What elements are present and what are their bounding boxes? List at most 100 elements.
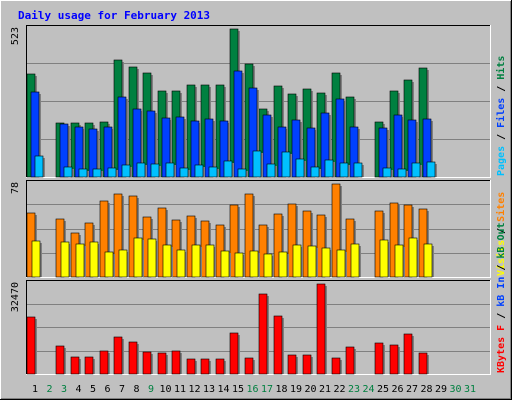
- bar-kbytes-day-9: [142, 351, 152, 375]
- bar-kbytes-day-22: [331, 357, 341, 375]
- bar-visits-day-22: [336, 249, 346, 278]
- legend-part: Sites: [495, 192, 507, 222]
- legend-part: /: [496, 80, 507, 98]
- bar-visits-day-12: [191, 244, 201, 278]
- x-tick-label-day-7: 7: [119, 384, 125, 395]
- y-axis-max-label: 523: [10, 27, 21, 45]
- bar-pages-day-5: [92, 168, 102, 178]
- legend-part: /: [496, 259, 507, 277]
- bar-pages-day-21: [324, 159, 334, 178]
- bar-sites-day-18: [273, 213, 283, 278]
- legend-part: /: [496, 222, 507, 240]
- bar-kbytes-day-13: [200, 358, 210, 375]
- bar-pages-day-18: [281, 151, 291, 178]
- bar-pages-day-12: [194, 164, 204, 178]
- bar-pages-day-9: [150, 163, 160, 178]
- x-tick-label-day-9: 9: [148, 384, 154, 395]
- bar-pages-day-6: [107, 167, 117, 178]
- x-tick-label-day-19: 19: [290, 384, 302, 395]
- bar-kbytes-day-12: [186, 358, 196, 375]
- bar-kbytes-day-1: [26, 316, 36, 375]
- bar-pages-day-23: [353, 162, 363, 178]
- bar-pages-day-20: [310, 166, 320, 178]
- bar-visits-day-20: [307, 245, 317, 278]
- bar-pages-day-4: [78, 168, 88, 178]
- bar-files-day-26: [393, 114, 403, 178]
- x-tick-label-day-1: 1: [32, 384, 38, 395]
- bar-sites-day-26: [389, 202, 399, 278]
- x-tick-label-day-12: 12: [188, 384, 200, 395]
- x-tick-label-day-31: 31: [464, 384, 476, 395]
- legend-part: KBytes F: [496, 325, 507, 373]
- bar-visits-day-28: [423, 243, 433, 278]
- bar-visits-day-9: [147, 238, 157, 278]
- y-axis-max-label: 32470: [10, 282, 21, 312]
- legend-part: Visits: [495, 240, 507, 276]
- x-tick-label-day-18: 18: [275, 384, 287, 395]
- chart-title: Daily usage for February 2013: [18, 9, 210, 22]
- bar-pages-day-15: [237, 168, 247, 178]
- bar-pages-day-14: [223, 160, 233, 178]
- panel-side-legend: Pages / Files / Hits: [495, 56, 507, 176]
- bar-visits-day-8: [133, 237, 143, 278]
- bar-visits-day-17: [263, 253, 273, 278]
- x-tick-label-day-10: 10: [159, 384, 171, 395]
- bar-kbytes-day-3: [55, 345, 65, 375]
- bar-visits-day-18: [278, 251, 288, 278]
- bar-kbytes-day-25: [374, 342, 384, 375]
- bar-pages-day-22: [339, 162, 349, 178]
- bar-pages-day-3: [63, 166, 73, 178]
- panel-kbytes: 32470 KBytes F / kB In / kB Out: [10, 222, 507, 375]
- bar-sites-day-17: [258, 224, 268, 278]
- x-tick-label-day-17: 17: [261, 384, 273, 395]
- x-tick-label-day-25: 25: [377, 384, 389, 395]
- bar-pages-day-8: [136, 162, 146, 178]
- x-tick-label-day-5: 5: [90, 384, 96, 395]
- bar-kbytes-day-11: [171, 350, 181, 375]
- x-tick-label-day-13: 13: [203, 384, 215, 395]
- x-tick-label-day-16: 16: [246, 384, 258, 395]
- bar-kbytes-day-16: [244, 357, 254, 375]
- bar-kbytes-day-23: [345, 346, 355, 375]
- bar-sites-day-19: [287, 203, 297, 278]
- bar-visits-day-26: [394, 244, 404, 278]
- bar-sites-day-7: [113, 193, 123, 278]
- bar-pages-day-13: [208, 166, 218, 178]
- x-tick-label-day-29: 29: [435, 384, 447, 395]
- x-tick-label-day-30: 30: [449, 384, 461, 395]
- legend-part: /: [496, 128, 507, 146]
- series-pages: [34, 150, 437, 178]
- bar-visits-day-14: [220, 250, 230, 278]
- y-axis-max-label: 78: [10, 182, 21, 194]
- bar-pages-day-10: [165, 162, 175, 178]
- legend-part: Pages: [496, 146, 507, 176]
- x-tick-label-day-3: 3: [61, 384, 67, 395]
- bar-kbytes-day-7: [113, 336, 123, 375]
- x-tick-label-day-20: 20: [304, 384, 316, 395]
- bar-sites-day-15: [229, 204, 239, 278]
- series-kbytes: [26, 283, 429, 375]
- bar-visits-day-19: [292, 244, 302, 278]
- bar-sites-day-8: [128, 195, 138, 278]
- x-tick-label-day-24: 24: [362, 384, 374, 395]
- bar-kbytes-day-6: [99, 350, 109, 375]
- bar-visits-day-16: [249, 250, 259, 278]
- bar-files-day-15: [233, 70, 243, 178]
- bar-visits-day-5: [89, 241, 99, 278]
- legend-part: Files: [495, 98, 507, 128]
- bar-pages-day-11: [179, 167, 189, 178]
- bar-visits-day-21: [321, 247, 331, 278]
- panel-sites: 78 Visits / Sites: [10, 180, 507, 278]
- x-tick-label-day-22: 22: [333, 384, 345, 395]
- bar-kbytes-day-14: [215, 358, 225, 375]
- legend-part: /: [496, 307, 507, 325]
- bar-visits-day-23: [350, 243, 360, 278]
- bar-sites-day-6: [99, 200, 109, 278]
- legend-part: Hits: [495, 56, 507, 80]
- bar-kbytes-day-19: [287, 354, 297, 375]
- bar-visits-day-25: [379, 239, 389, 278]
- x-tick-label-day-15: 15: [232, 384, 244, 395]
- bar-sites-day-21: [316, 214, 326, 278]
- x-tick-label-day-2: 2: [46, 384, 52, 395]
